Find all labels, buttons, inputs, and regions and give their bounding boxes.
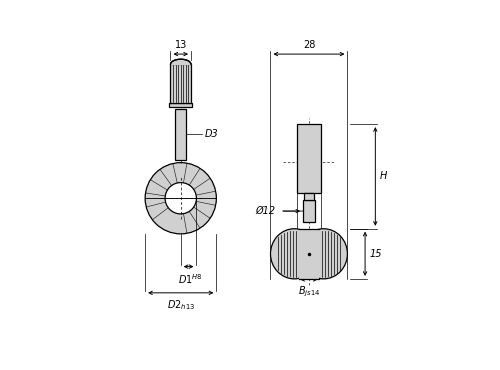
Text: H: H (380, 171, 386, 181)
Bar (170, 64, 191, 103)
Circle shape (145, 163, 216, 234)
Bar (298, 229, 319, 279)
Polygon shape (170, 59, 191, 64)
Bar (303, 200, 315, 222)
Text: Ø12: Ø12 (256, 206, 276, 216)
Text: $D2_{h13}$: $D2_{h13}$ (166, 298, 195, 312)
Text: D3: D3 (204, 129, 218, 139)
Bar (169, 103, 192, 107)
Text: 13: 13 (174, 40, 187, 50)
Circle shape (165, 182, 196, 214)
Ellipse shape (300, 229, 348, 279)
Text: 28: 28 (303, 40, 315, 50)
Ellipse shape (270, 229, 318, 279)
Text: $D1^{H8}$: $D1^{H8}$ (178, 272, 203, 286)
Bar (298, 124, 320, 192)
Text: $B_{js14}$: $B_{js14}$ (298, 285, 320, 299)
Text: 15: 15 (369, 249, 382, 259)
Bar (176, 108, 186, 160)
Bar (304, 192, 314, 200)
